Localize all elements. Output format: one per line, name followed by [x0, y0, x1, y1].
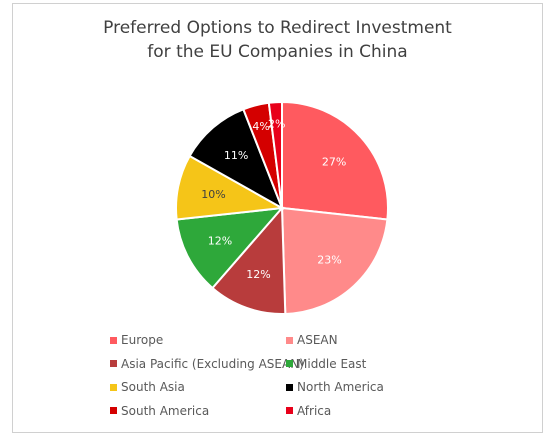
pie-slice-asean [280, 206, 389, 315]
legend-label: Asia Pacific (Excluding ASEAN) [121, 356, 304, 371]
chart-title: Preferred Options to Redirect Investment… [13, 16, 542, 64]
chart-title-line-1: Preferred Options to Redirect Investment [103, 18, 452, 38]
legend-item: North America [286, 379, 384, 395]
pie-slice-north-america [188, 108, 284, 211]
pie-slice-africa [267, 100, 283, 209]
pie-data-label: 12% [246, 268, 270, 281]
chart-frame: Preferred Options to Redirect Investment… [12, 3, 543, 433]
legend-item: South America [110, 403, 209, 419]
pie-chart: 27% 23% 12% 12% 10% 11% 4%2% [175, 100, 389, 315]
legend-swatch [286, 407, 293, 414]
legend-swatch [110, 336, 117, 344]
legend-swatch [286, 336, 293, 344]
pie-data-label: 2% [268, 117, 285, 130]
legend-item: Middle East [286, 356, 366, 372]
pie-data-label: 23% [317, 253, 341, 266]
legend-item: Asia Pacific (Excluding ASEAN) [110, 356, 304, 372]
legend-item: Africa [286, 403, 331, 419]
chart-title-line-2: for the EU Companies in China [147, 42, 408, 62]
legend-item: South Asia [110, 379, 185, 395]
legend-label: Middle East [297, 356, 367, 371]
legend-label: South Asia [121, 380, 185, 394]
legend-label: Europe [121, 333, 164, 347]
pie-data-label: 11% [224, 149, 248, 162]
pie-data-label: 4% [252, 120, 269, 133]
legend-item: ASEAN [286, 332, 338, 348]
legend-item: Europe [110, 332, 163, 348]
legend-label: ASEAN [297, 333, 338, 347]
legend-swatch [286, 383, 293, 391]
legend-swatch [110, 407, 117, 414]
legend-swatch [110, 383, 117, 391]
pie-slice-asia-pacific-excluding-asean [211, 205, 287, 315]
pie-data-label: 27% [322, 155, 346, 168]
legend-label: North America [297, 380, 384, 394]
legend-swatch [286, 360, 293, 367]
pie-data-label: 12% [208, 234, 232, 247]
legend-label: Africa [297, 403, 332, 418]
legend-label: South America [121, 403, 210, 418]
pie-slice-europe [281, 100, 389, 221]
pie-data-label: 10% [201, 188, 225, 201]
legend-swatch [110, 360, 117, 367]
pie-slice-middle-east [175, 206, 285, 290]
